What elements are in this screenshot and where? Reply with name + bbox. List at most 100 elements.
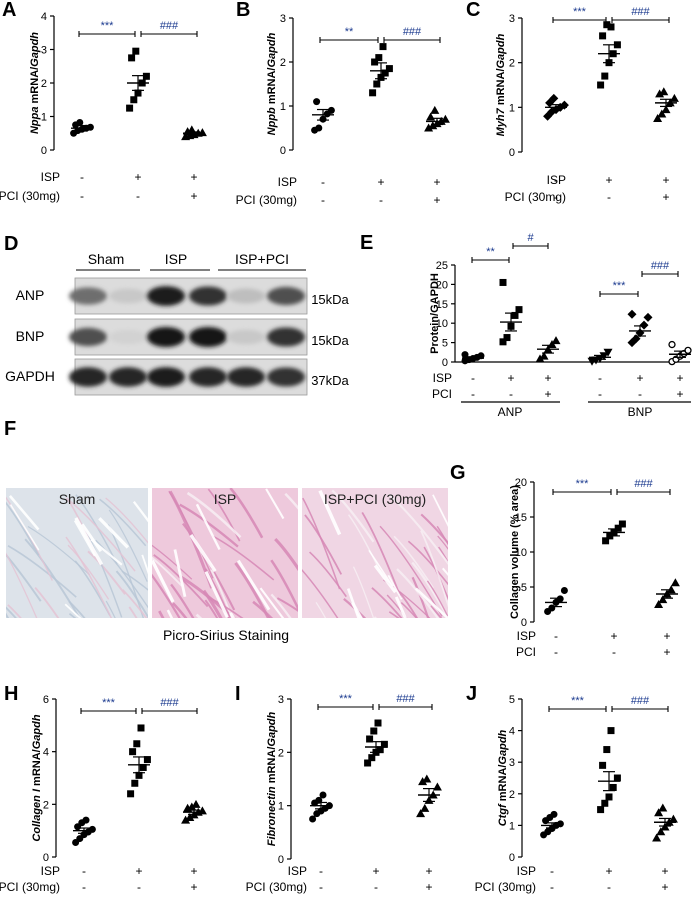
stain-gap [74, 517, 104, 566]
y-tick-label: 1 [41, 112, 47, 124]
stain-gap [152, 559, 175, 603]
row-sign: + [507, 371, 514, 385]
group-0 [461, 351, 485, 365]
panel-b: B 0 1 2 3 Nppb mRNA/Gapdh ** ### ISP PCI (30mg) - +… [233, 0, 466, 210]
stain-gap [394, 596, 407, 618]
data-point [607, 727, 615, 735]
row-sign: + [605, 864, 612, 878]
data-point [605, 793, 613, 801]
stain-fiber [437, 535, 448, 550]
significance-label: *** [573, 6, 587, 18]
group-2 [653, 87, 679, 122]
data-point [607, 23, 615, 31]
significance-label: ### [631, 695, 650, 707]
row-sign: + [135, 864, 142, 878]
data-point [609, 783, 617, 791]
y-axis: 0 5 10 15 20 [515, 477, 535, 629]
data-point [613, 41, 621, 49]
panel-d-western-blot: D Sham ISP ISP+PCI ANP 15kDa BNP 15kDa GAPDH 37kD… [0, 228, 360, 403]
group-0 [544, 587, 568, 615]
data-point [420, 803, 430, 812]
stain-fiber [270, 593, 292, 618]
y-tick-label: 0 [280, 145, 286, 157]
panel-label: J [466, 683, 478, 705]
group-1 [597, 21, 621, 89]
y-tick-label: 3 [278, 694, 284, 706]
y-tick-label: 0 [41, 145, 47, 157]
row-sign: - [607, 880, 611, 894]
panel-e: E 0 5 10 15 20 25 Protein/GAPDH ** # *** ### ISP PCI -… [360, 228, 699, 419]
y-tick-label: 2 [43, 799, 49, 811]
stain-fiber [430, 605, 443, 618]
stain-fiber [186, 491, 242, 539]
significance-label: ### [160, 697, 179, 709]
significance-label: *** [613, 280, 627, 292]
sig-bracket-1: *** [80, 697, 137, 714]
stain-gap [259, 587, 285, 618]
row-label-isp: ISP [278, 175, 297, 189]
row-sign: - [509, 387, 513, 401]
data-point [327, 106, 335, 114]
row-sign: - [598, 371, 602, 385]
stain-gap [173, 549, 187, 598]
row-sign: + [377, 175, 384, 189]
data-point [181, 815, 191, 824]
stain-gap [441, 567, 448, 577]
row-label-isp: ISP [433, 371, 452, 385]
stain-fiber [211, 535, 275, 581]
row-sign: + [425, 880, 432, 894]
data-point [601, 72, 609, 80]
data-point [187, 802, 197, 811]
sig-bracket-1: *** [552, 478, 612, 495]
row-sign: + [190, 170, 197, 184]
stain-fiber [204, 599, 219, 618]
stain-fiber [379, 525, 443, 617]
stain-fiber [436, 525, 448, 546]
row-sign: + [663, 645, 670, 659]
stain-fiber [229, 488, 264, 539]
y-tick-label: 4 [43, 747, 49, 759]
significance-label: *** [339, 693, 353, 705]
row-sign: + [661, 880, 668, 894]
sig-bracket-2: ### [611, 695, 669, 712]
data-point [422, 774, 432, 783]
data-point [599, 32, 607, 40]
kda-label: 15kDa [311, 292, 349, 307]
stain-fiber [411, 561, 448, 616]
image-caption: Picro-Sirius Staining [163, 627, 289, 643]
stain-fiber [121, 570, 148, 591]
y-tick-label: 0 [43, 852, 49, 864]
data-point [373, 80, 381, 88]
kda-label: 37kDa [311, 373, 349, 388]
sig-bracket-1: *** [548, 695, 607, 712]
data-point [515, 306, 523, 314]
data-point [618, 520, 626, 528]
data-point [185, 813, 195, 821]
group-2 [416, 774, 442, 818]
stain-gap [98, 517, 130, 549]
sig-bracket-1: *** [78, 20, 136, 37]
group-1 [126, 47, 150, 112]
significance-label: ** [486, 246, 495, 258]
y-axis-label: Fibronectin mRNA/Gapdh [266, 711, 278, 846]
blot-band [267, 286, 305, 306]
y-axis-label: Myh7 mRNA/Gapdh [495, 33, 507, 136]
data-point [88, 825, 96, 833]
row-sign: - [612, 645, 616, 659]
data-point [560, 587, 568, 594]
panel-label: D [4, 233, 19, 255]
y-axis: 0 1 2 3 [509, 13, 523, 159]
panel-i: I 0 1 2 3 Fibronectin mRNA/Gapdh *** ### ISP PCI … [233, 675, 466, 903]
data-point [432, 782, 442, 791]
stain-fiber [121, 589, 148, 618]
stain-gap [9, 504, 40, 551]
stain-fiber [105, 600, 116, 618]
panel-label: B [236, 0, 251, 21]
blot-band [267, 327, 305, 347]
stain-fiber [24, 538, 81, 618]
stain-fiber [309, 551, 347, 598]
data-point [133, 740, 141, 748]
stain-fiber [234, 562, 270, 618]
